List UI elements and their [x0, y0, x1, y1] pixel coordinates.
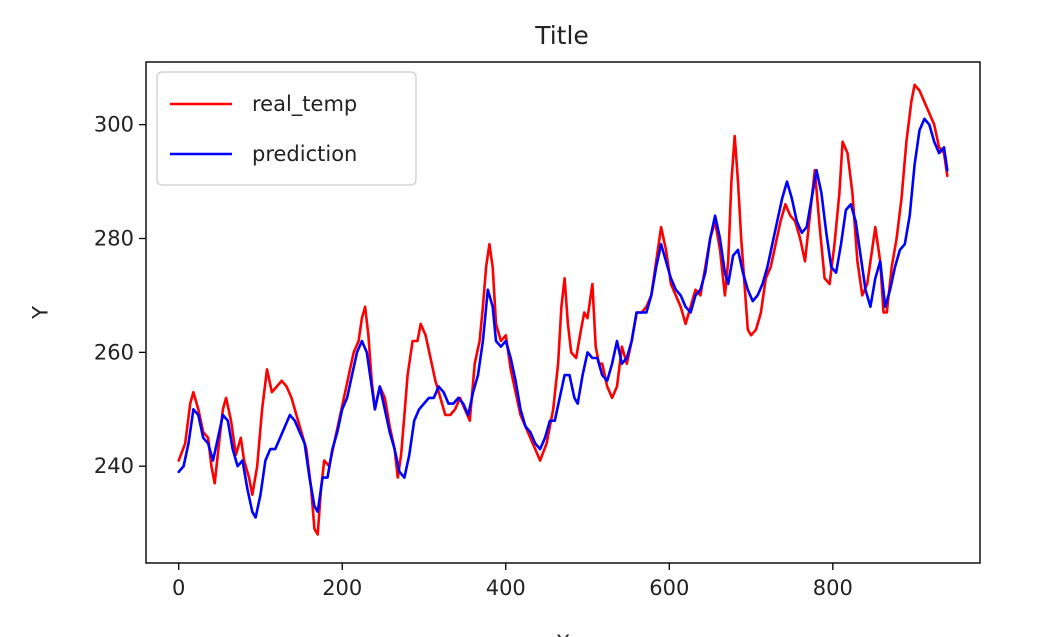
- legend: real_temp prediction: [156, 71, 417, 186]
- x-tick-label: 400: [486, 576, 526, 600]
- x-tick-label: 800: [813, 576, 853, 600]
- y-tick-label: 240: [94, 454, 134, 478]
- series-line-prediction: [177, 117, 949, 519]
- y-axis-title: Y: [28, 306, 52, 320]
- tick-layer: 0 200 400 600 800 240 260 280 300: [94, 113, 853, 600]
- chart-title: Title: [534, 21, 589, 50]
- x-tick-label: 0: [172, 576, 185, 600]
- legend-label: prediction: [252, 142, 357, 166]
- y-tick-label: 280: [94, 226, 134, 250]
- plot-area-frame: [145, 61, 981, 564]
- x-tick-label: 600: [649, 576, 689, 600]
- legend-label: real_temp: [252, 92, 357, 117]
- x-axis-title: X: [556, 631, 570, 637]
- series-layer: [177, 83, 949, 536]
- y-tick-label: 300: [94, 113, 134, 137]
- x-tick-label: 200: [322, 576, 362, 600]
- y-tick-label: 260: [94, 340, 134, 364]
- legend-box: [156, 71, 417, 186]
